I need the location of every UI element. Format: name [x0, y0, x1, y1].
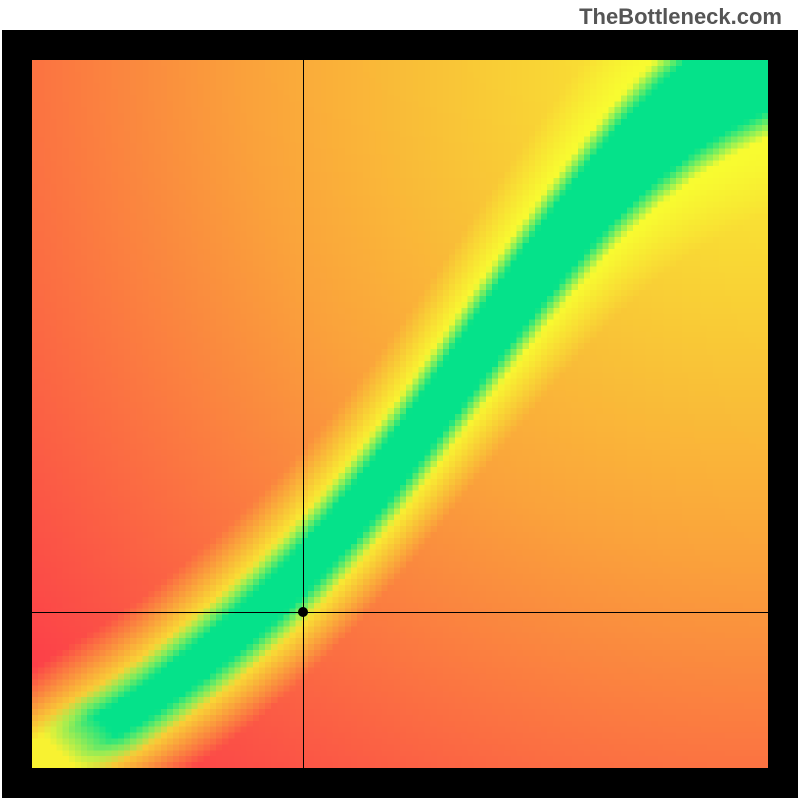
- watermark-text: TheBottleneck.com: [579, 4, 782, 30]
- crosshair-vertical: [303, 60, 304, 768]
- marker-point: [298, 607, 308, 617]
- heatmap-canvas: [32, 60, 768, 768]
- crosshair-horizontal: [32, 612, 768, 613]
